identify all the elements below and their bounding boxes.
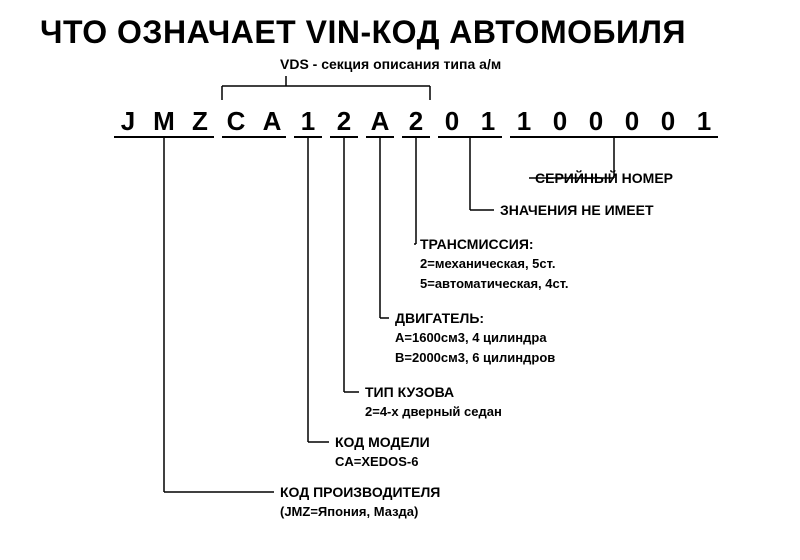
- desc-sub-5-0: CA=XEDOS-6: [335, 454, 418, 469]
- group-underline-1: [222, 136, 286, 138]
- desc-sub-2-1: 5=автоматическая, 4ст.: [420, 276, 569, 291]
- page-title: ЧТО ОЗНАЧАЕТ VIN-КОД АВТОМОБИЛЯ: [40, 14, 686, 51]
- vin-char-8: 2: [398, 106, 434, 137]
- vin-char-0: J: [110, 106, 146, 137]
- desc-sub-6-0: (JMZ=Япония, Мазда): [280, 504, 418, 519]
- group-underline-7: [510, 136, 718, 138]
- vin-code-row: JMZCA12A201100001: [110, 106, 722, 137]
- vin-char-15: 0: [650, 106, 686, 137]
- desc-sub-4-0: 2=4-х дверный седан: [365, 404, 502, 419]
- vin-char-6: 2: [326, 106, 362, 137]
- group-underline-5: [402, 136, 430, 138]
- vin-char-1: M: [146, 106, 182, 137]
- desc-sub-3-1: B=2000см3, 6 цилиндров: [395, 350, 555, 365]
- group-underline-4: [366, 136, 394, 138]
- vin-char-12: 0: [542, 106, 578, 137]
- connector-lines: [0, 0, 800, 560]
- vin-char-10: 1: [470, 106, 506, 137]
- group-underline-3: [330, 136, 358, 138]
- vin-char-13: 0: [578, 106, 614, 137]
- desc-title-2: ТРАНСМИССИЯ:: [420, 236, 534, 252]
- vin-char-16: 1: [686, 106, 722, 137]
- vin-char-4: A: [254, 106, 290, 137]
- desc-title-3: ДВИГАТЕЛЬ:: [395, 310, 484, 326]
- vin-char-9: 0: [434, 106, 470, 137]
- desc-sub-2-0: 2=механическая, 5ст.: [420, 256, 555, 271]
- group-underline-2: [294, 136, 322, 138]
- desc-title-4: ТИП КУЗОВА: [365, 384, 454, 400]
- desc-title-6: КОД ПРОИЗВОДИТЕЛЯ: [280, 484, 440, 500]
- vin-char-14: 0: [614, 106, 650, 137]
- vin-char-3: C: [218, 106, 254, 137]
- vin-char-11: 1: [506, 106, 542, 137]
- desc-sub-3-0: A=1600см3, 4 цилиндра: [395, 330, 547, 345]
- desc-title-1: ЗНАЧЕНИЯ НЕ ИМЕЕТ: [500, 202, 654, 218]
- vds-section-label: VDS - секция описания типа а/м: [280, 56, 501, 72]
- vin-char-2: Z: [182, 106, 218, 137]
- group-underline-6: [438, 136, 502, 138]
- vin-char-5: 1: [290, 106, 326, 137]
- group-underline-0: [114, 136, 214, 138]
- vin-char-7: A: [362, 106, 398, 137]
- desc-title-5: КОД МОДЕЛИ: [335, 434, 430, 450]
- desc-title-0: СЕРИЙНЫЙ НОМЕР: [535, 170, 673, 186]
